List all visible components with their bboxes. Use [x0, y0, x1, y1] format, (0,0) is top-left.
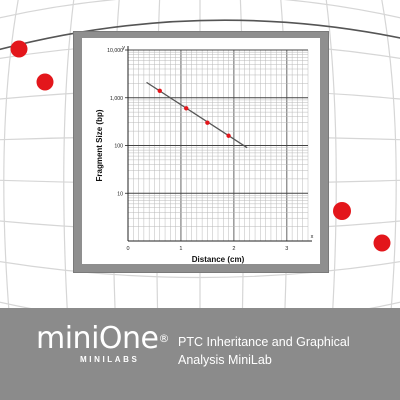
y-tick-label: 1,000 [110, 96, 123, 102]
x-tick-label: 3 [285, 246, 288, 252]
chart-grid [127, 49, 309, 242]
x-tick-label: 0 [126, 246, 129, 252]
brand-logo: miniOne® [36, 321, 169, 357]
logo-registered-mark: ® [158, 332, 170, 345]
x-axis-end-label: x [311, 234, 314, 240]
chart-card: 10 100 1,000 10,000 y 0 1 2 3 x Distance (cm) Fragm… [74, 32, 328, 272]
chart-paper: 10 100 1,000 10,000 y 0 1 2 3 x Distance (cm) Fragm… [82, 38, 320, 264]
decorative-red-dot [10, 40, 28, 58]
decorative-red-dot [36, 73, 54, 91]
background-grid-line [0, 260, 400, 279]
decorative-red-dot [333, 202, 351, 220]
x-tick-label: 1 [179, 246, 182, 252]
y-tick-label: 100 [114, 144, 123, 150]
background-grid-line [0, 0, 400, 19]
y-tick-label: 10 [117, 191, 123, 197]
data-point [226, 133, 231, 138]
x-axis-title: Distance (cm) [192, 255, 245, 264]
y-axis-title: Fragment Size (bp) [95, 109, 104, 181]
x-tick-label: 2 [232, 246, 235, 252]
y-tick-label: 10,000 [107, 48, 123, 54]
product-title: PTC Inheritance and Graphical Analysis M… [178, 335, 350, 367]
footer-banner: miniOne® MINILABS PTC Inheritance and Gr… [0, 308, 400, 400]
y-axis-end-label: y [122, 45, 125, 51]
data-point [184, 106, 189, 111]
data-point [157, 88, 162, 93]
decorative-red-dot [373, 234, 391, 252]
data-point [205, 120, 210, 125]
logo-text: miniOne [36, 321, 159, 356]
background-accent-line [0, 19, 400, 51]
logo-subtitle: MINILABS [80, 355, 140, 364]
